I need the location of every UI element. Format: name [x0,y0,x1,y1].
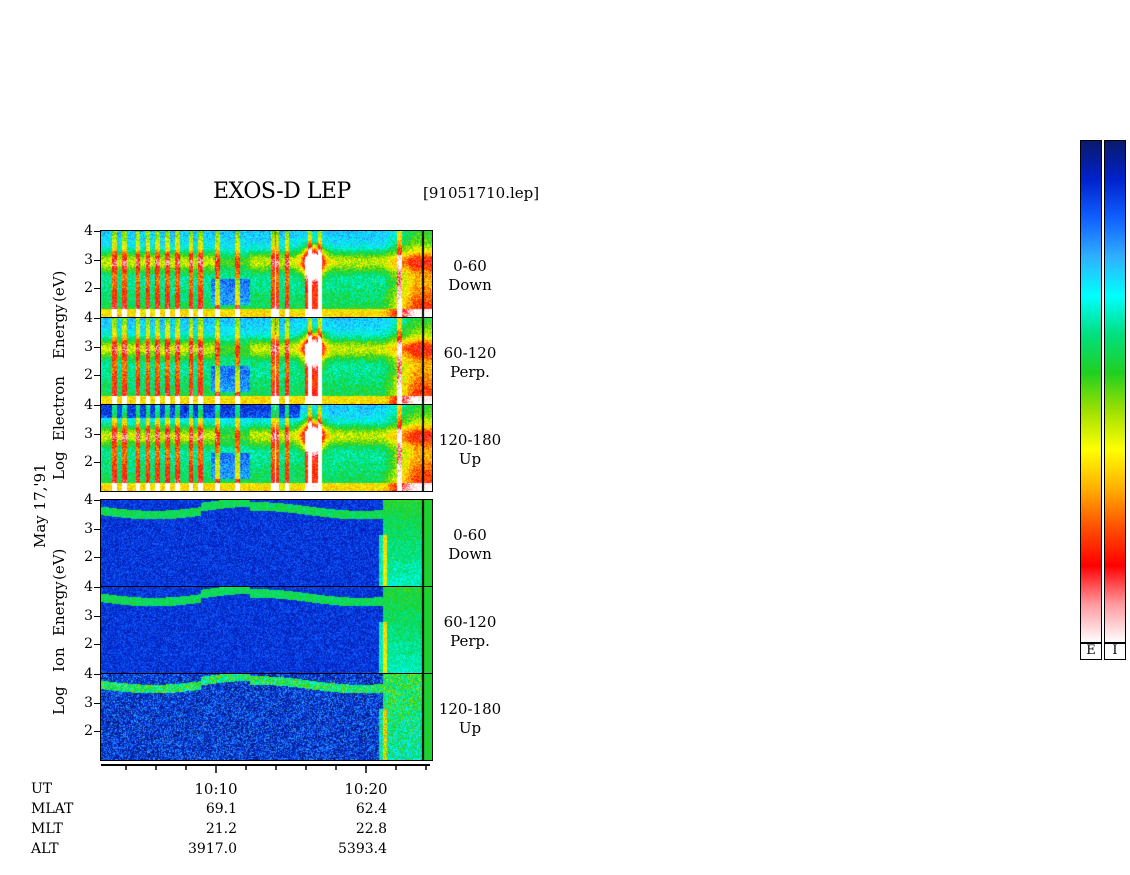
spectrogram-electron-120-180 [100,404,433,492]
file-name: [91051710.lep] [423,184,540,202]
y-tick-label: 4 [84,223,93,239]
y-tick-label: 2 [84,636,93,653]
y-tick-label: 3 [84,607,93,624]
colorbar-label-e: E [1080,642,1102,660]
y-tick-mark [94,528,100,530]
pitch-angle-range: 0-60 [453,526,487,544]
colorbar-ion [1104,140,1126,644]
chart-title: EXOS-D LEP [213,179,351,204]
pitch-angle-range: 60-120 [443,613,497,631]
pitch-angle-direction: Perp. [450,632,490,650]
y-tick-mark [94,674,100,675]
y-tick-label: 4 [84,397,93,413]
y-tick-label: 3 [84,425,93,442]
y-tick-mark [94,375,100,377]
y-tick-mark [94,318,100,319]
spectrogram-electron-60-120 [100,317,433,405]
y-tick-label: 3 [84,338,93,355]
y-tick-label: 4 [84,579,93,595]
y-tick-label: 4 [84,666,93,682]
spectrogram-ion-120-180 [100,673,433,761]
y-tick-mark [94,462,100,464]
y-tick-label: 3 [84,251,93,268]
pitch-angle-direction: Down [448,276,492,294]
colorbar-electron [1080,140,1102,644]
y-tick-label: 2 [84,454,93,471]
y-tick-mark [94,346,100,348]
mlt-value-1: 21.2 [205,821,237,837]
row-label-mlt: MLT [31,821,63,837]
y-tick-mark [94,702,100,704]
spectrogram-electron-0-60 [100,230,433,318]
spectrogram-ion-0-60 [100,499,433,587]
y-tick-label: 3 [84,694,93,711]
y-tick-mark [94,615,100,617]
alt-value-1: 3917.0 [188,841,237,857]
pitch-angle-range: 120-180 [438,700,502,718]
alt-value-2: 5393.4 [338,841,387,857]
x-tick-label-1010: 10:10 [194,780,238,798]
row-label-ut: UT [31,781,53,797]
y-tick-mark [94,500,100,501]
y-tick-label: 2 [84,723,93,740]
colorbar-label-i: I [1104,642,1126,660]
pitch-angle-direction: Up [458,719,482,737]
pitch-angle-direction: Perp. [450,363,490,381]
pitch-angle-direction: Up [458,450,482,468]
y-tick-mark [94,288,100,290]
pitch-angle-direction: Down [448,545,492,563]
y-tick-mark [94,405,100,406]
y-tick-mark [94,587,100,588]
y-tick-mark [94,433,100,435]
y-tick-label: 4 [84,492,93,508]
y-tick-mark [94,731,100,733]
mlat-value-2: 62.4 [355,801,387,817]
mlat-value-1: 69.1 [205,801,237,817]
x-tick-label-1020: 10:20 [344,780,388,798]
y-tick-mark [94,259,100,261]
y-tick-mark [94,231,100,232]
y-tick-mark [94,557,100,559]
y-tick-label: 2 [84,280,93,297]
pitch-angle-range: 120-180 [438,431,502,449]
row-label-mlat: MLAT [31,801,74,817]
row-label-alt: ALT [31,841,59,857]
y-tick-label: 4 [84,310,93,326]
pitch-angle-range: 0-60 [453,257,487,275]
y-tick-label: 3 [84,520,93,537]
y-tick-mark [94,644,100,646]
pitch-angle-range: 60-120 [443,344,497,362]
mlt-value-2: 22.8 [355,821,387,837]
y-tick-label: 2 [84,367,93,384]
y-tick-label: 2 [84,549,93,566]
